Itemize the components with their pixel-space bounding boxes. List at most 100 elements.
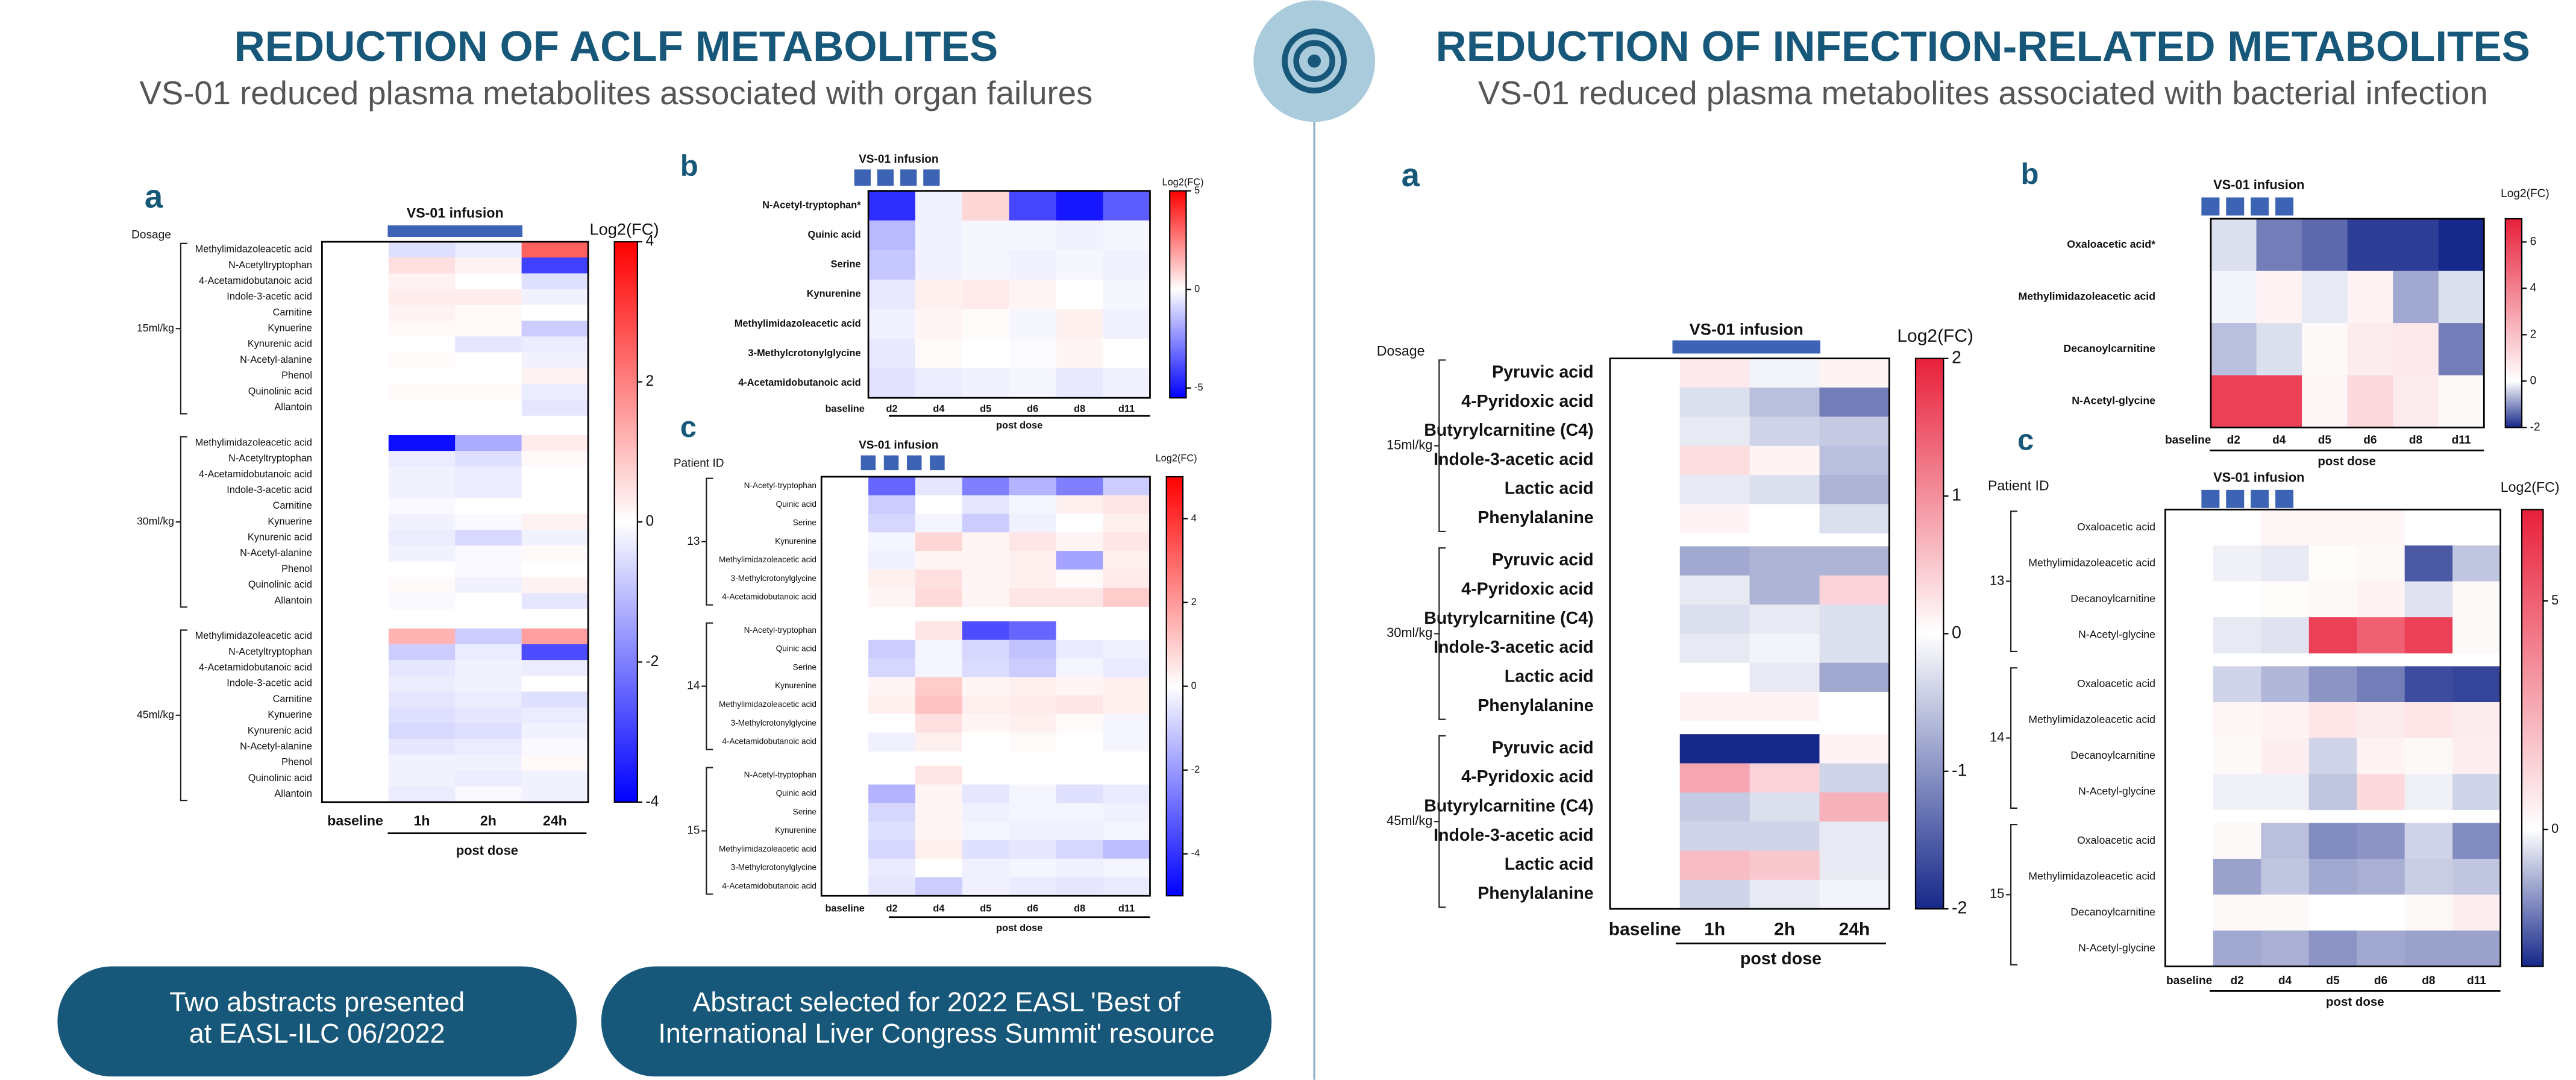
- heatmap-cell: [455, 707, 522, 724]
- heatmap-cell: [915, 309, 963, 339]
- row-label: Oxaloacetic acid*: [2067, 238, 2155, 250]
- heatmap-cell: [2393, 323, 2439, 376]
- heatmap-cell: [1819, 821, 1890, 851]
- heatmap-cell: [2308, 858, 2357, 895]
- heatmap-cell: [1056, 250, 1104, 280]
- row-label: Methylimidazoleacetic acid: [719, 555, 816, 564]
- row-label: 4-Acetamidobutanoic acid: [738, 377, 860, 388]
- row-label: Oxaloacetic acid: [2077, 521, 2155, 533]
- group-bracket: [701, 767, 713, 895]
- heatmap-cell: [962, 803, 1010, 822]
- heatmap-cell: [1009, 639, 1057, 659]
- heatmap-cell: [1679, 445, 1750, 476]
- heatmap-cell: [388, 336, 456, 353]
- heatmap-cell: [455, 644, 522, 661]
- column-label: d11: [2452, 434, 2471, 447]
- heatmap-cell: [1819, 604, 1890, 634]
- heatmap-cell: [2308, 702, 2357, 739]
- infusion-label: VS-01 infusion: [859, 153, 939, 166]
- heatmap-cell: [1056, 821, 1104, 841]
- heatmap-cell: [868, 279, 916, 310]
- heatmap-cell: [915, 220, 963, 251]
- heatmap-cell: [868, 368, 916, 398]
- heatmap-cell: [388, 691, 456, 708]
- heatmap-cell: [1009, 588, 1057, 607]
- heatmap-cell: [455, 289, 522, 306]
- y-title: Patient ID: [1988, 478, 2049, 494]
- heatmap-cell: [1056, 840, 1104, 859]
- row-label: N-Acetyl-tryptophan: [744, 626, 816, 635]
- heatmap-cell: [1679, 633, 1750, 664]
- heatmap-cell: [962, 821, 1010, 841]
- row-label: Allantoin: [274, 401, 312, 412]
- heatmap-cell: [455, 482, 522, 499]
- heatmap-cell: [388, 561, 456, 578]
- heatmap-cell: [2357, 545, 2405, 582]
- heatmap-cell: [2452, 894, 2501, 931]
- heatmap-cell: [868, 858, 916, 878]
- heatmap-cell: [1679, 763, 1750, 793]
- heatmap-cell: [962, 339, 1010, 369]
- heatmap-cell: [1056, 190, 1104, 221]
- heatmap-cell: [1749, 821, 1820, 851]
- row-label: 3-Methylcrotonylglycine: [731, 574, 816, 583]
- row-label: Oxaloacetic acid: [2077, 677, 2155, 689]
- row-label: Quinolinic acid: [248, 773, 312, 783]
- heatmap-cell: [2452, 545, 2501, 582]
- heatmap-cell: [521, 435, 589, 451]
- heatmap-cell: [1819, 879, 1890, 909]
- panel-label: a: [1402, 157, 1420, 193]
- heatmap-frame: [867, 190, 1151, 399]
- infusion-block: [2251, 197, 2269, 216]
- heatmap-cell: [868, 477, 916, 496]
- infusion-block: [930, 455, 945, 471]
- x-title: post dose: [2326, 995, 2384, 1009]
- column-label: d2: [886, 903, 898, 914]
- heatmap-cell: [388, 368, 456, 385]
- heatmap-cell: [2210, 323, 2257, 376]
- heatmap-cell: [2213, 823, 2261, 859]
- row-label: Quinolinic acid: [248, 386, 312, 397]
- heatmap-cell: [1056, 477, 1104, 496]
- heatmap-cell: [1103, 250, 1151, 280]
- infusion-bar: [1672, 340, 1820, 354]
- heatmap-cell: [1103, 714, 1151, 733]
- heatmap-cell: [1056, 765, 1104, 785]
- heatmap-cell: [1009, 677, 1057, 696]
- row-label: N-Acetyl-alanine: [240, 354, 312, 365]
- group-label: 45ml/kg: [1387, 813, 1432, 828]
- heatmap-cell: [1009, 495, 1057, 515]
- heatmap-cell: [2302, 271, 2348, 324]
- row-label: Kynurenine: [775, 536, 816, 545]
- infusion-label: VS-01 infusion: [407, 205, 504, 221]
- heatmap-cell: [388, 707, 456, 724]
- heatmap-cell: [1009, 569, 1057, 589]
- group-label: 13: [1990, 573, 2004, 588]
- heatmap-cell: [962, 695, 1010, 715]
- column-label: d2: [886, 404, 898, 415]
- heatmap-cell: [1819, 546, 1890, 576]
- heatmap-cell: [455, 739, 522, 755]
- heatmap-cell: [1009, 732, 1057, 752]
- row-label: Phenol: [281, 757, 312, 768]
- heatmap-cell: [1819, 504, 1890, 534]
- heatmap-cell: [521, 530, 589, 546]
- group-label: 14: [1990, 729, 2004, 744]
- heatmap-cell: [2210, 375, 2257, 428]
- heatmap-cell: [2357, 509, 2405, 546]
- heatmap-cell: [521, 691, 589, 708]
- colorbar-tick-label: 4: [2530, 281, 2537, 294]
- heatmap-cell: [521, 368, 589, 385]
- panel-label: b: [680, 149, 698, 182]
- row-label: Butyrylcarnitine (C4): [1424, 797, 1593, 816]
- colorbar-title: Log2(FC): [1897, 326, 1973, 346]
- heatmap-cell: [2213, 894, 2261, 931]
- heatmap-cell: [455, 466, 522, 483]
- group-bracket: [2005, 510, 2018, 653]
- colorbar-tick-label: 4: [1191, 513, 1197, 524]
- row-label: 4-Acetamidobutanoic acid: [722, 592, 816, 601]
- heatmap-cell: [962, 532, 1010, 551]
- heatmap-cell: [2347, 323, 2393, 376]
- row-label: Methylimidazoleacetic acid: [2028, 713, 2155, 725]
- heatmap-cell: [2347, 375, 2393, 428]
